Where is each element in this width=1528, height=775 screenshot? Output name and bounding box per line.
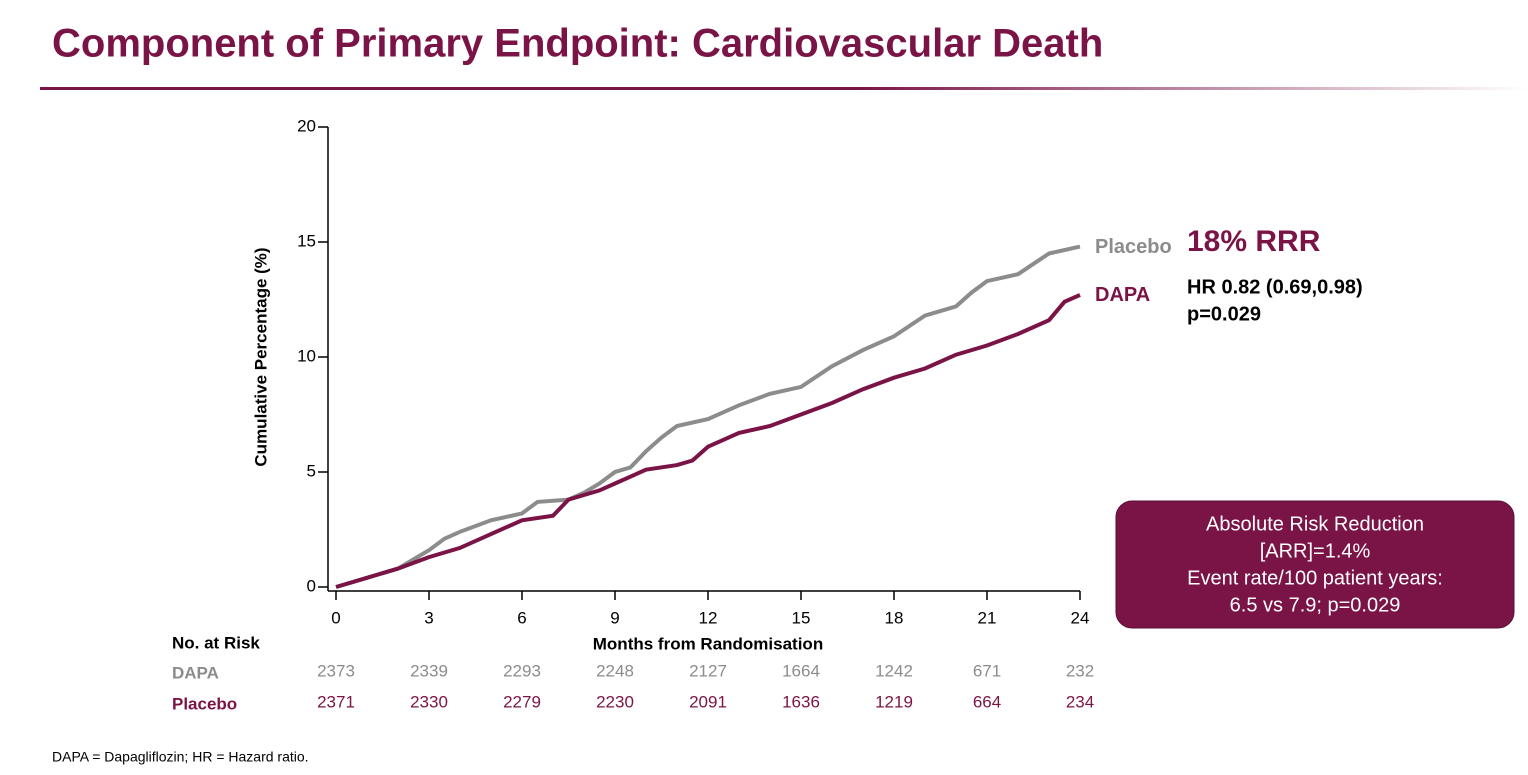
- x-tick-label: 6: [517, 608, 526, 627]
- hazard-ratio: HR 0.82 (0.69,0.98): [1187, 276, 1363, 298]
- p-value: p=0.029: [1187, 303, 1261, 325]
- risk-title: No. at Risk: [172, 633, 260, 652]
- y-tick-label: 10: [297, 346, 316, 365]
- series-line: [335, 293, 1081, 589]
- risk-count: 2339: [410, 661, 448, 680]
- x-tick-label: 9: [610, 608, 619, 627]
- box-text: 6.5 vs 7.9; p=0.029: [1230, 594, 1401, 616]
- risk-count: 1219: [875, 692, 913, 711]
- x-tick-label: 15: [792, 608, 811, 627]
- rrr: 18% RRR: [1187, 225, 1321, 258]
- risk-count: 2373: [317, 661, 355, 680]
- risk-count: 232: [1066, 661, 1094, 680]
- risk-count: 2127: [689, 661, 727, 680]
- x-tick-label: 24: [1071, 608, 1090, 627]
- x-axis-label: Months from Randomisation: [593, 634, 823, 653]
- risk-count: 664: [973, 692, 1001, 711]
- risk-count: 671: [973, 661, 1001, 680]
- x-tick-label: 3: [424, 608, 433, 627]
- risk-count: 2371: [317, 692, 355, 711]
- risk-count: 2248: [596, 661, 634, 680]
- box-text: [ARR]=1.4%: [1260, 540, 1371, 562]
- x-tick-label: 21: [978, 608, 997, 627]
- risk-count: 234: [1066, 692, 1094, 711]
- x-tick-label: 0: [331, 608, 340, 627]
- risk-count: 2279: [503, 692, 541, 711]
- series-label: Placebo: [1095, 236, 1172, 258]
- title-rule: [40, 87, 1528, 90]
- risk-count: 1242: [875, 661, 913, 680]
- risk-count: 1636: [782, 692, 820, 711]
- y-tick-label: 20: [297, 116, 316, 135]
- y-tick-label: 0: [307, 576, 316, 595]
- risk-count: 2330: [410, 692, 448, 711]
- y-tick-label: 5: [307, 461, 316, 480]
- risk-count: 1664: [782, 661, 820, 680]
- arr-box: [1115, 500, 1515, 629]
- risk-row-label: DAPA: [172, 663, 219, 682]
- footnote: DAPA = Dapagliflozin; HR = Hazard ratio.: [52, 749, 309, 765]
- x-tick-label: 12: [699, 608, 718, 627]
- risk-row-label: Placebo: [172, 694, 237, 713]
- box-text: Absolute Risk Reduction: [1206, 513, 1424, 535]
- risk-count: 2230: [596, 692, 634, 711]
- box-text: Event rate/100 patient years:: [1187, 567, 1443, 589]
- title: Component of Primary Endpoint: Cardiovas…: [52, 22, 1103, 66]
- risk-count: 2293: [503, 661, 541, 680]
- y-axis-label: Cumulative Percentage (%): [251, 247, 270, 466]
- x-tick-label: 18: [885, 608, 904, 627]
- y-tick-label: 15: [297, 231, 316, 250]
- series-label: DAPA: [1095, 284, 1150, 306]
- series-line: [335, 244, 1081, 589]
- risk-count: 2091: [689, 692, 727, 711]
